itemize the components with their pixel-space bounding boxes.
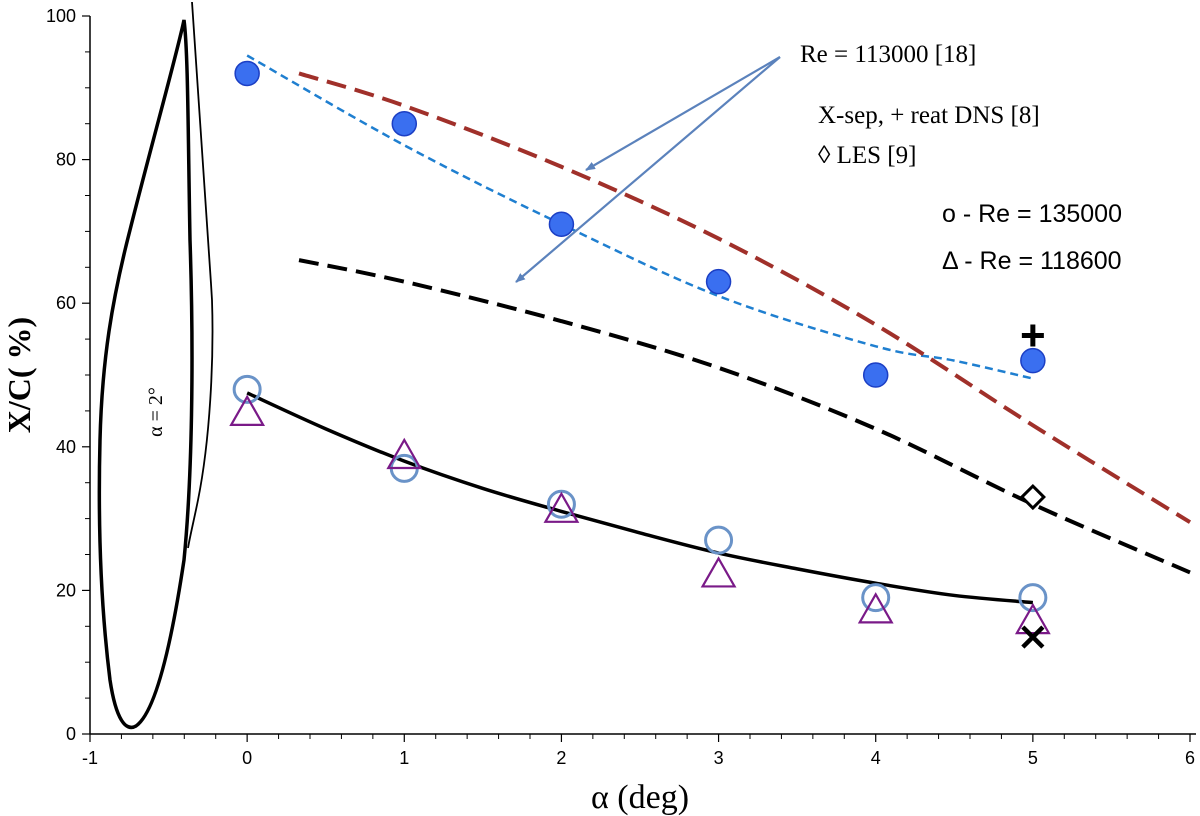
marker-open-triangle (857, 592, 894, 624)
marker-filled-circle (548, 211, 575, 237)
y-tick-label: 80 (56, 150, 76, 170)
annotation-arrows (515, 56, 781, 283)
marker-diamond (1019, 483, 1046, 511)
series-markers (229, 60, 1051, 649)
axes (82, 15, 1196, 742)
series-line-7 (298, 71, 1192, 524)
series-lines (246, 54, 1192, 605)
x-tick-label: 0 (242, 748, 252, 768)
x-tick-label: 2 (556, 748, 566, 768)
arrow-to-lower-curve (515, 56, 781, 283)
annotation-re135000: o - Re = 135000 (942, 200, 1122, 228)
marker-plus (1021, 324, 1044, 347)
marker-open-triangle (386, 437, 423, 470)
annotation-xsep-dns: X-sep, + reat DNS [8] (818, 102, 1040, 129)
y-tick-label: 100 (46, 6, 76, 26)
annotation-re118600: Δ - Re = 118600 (942, 247, 1122, 275)
marker-filled-circle (862, 362, 889, 388)
marker-open-circle (546, 489, 576, 519)
marker-open-triangle (1014, 602, 1051, 635)
series-line-8 (298, 258, 1191, 575)
marker-open-triangle (229, 394, 266, 426)
marker-open-circle (1018, 583, 1048, 613)
arrow-to-upper-curve (585, 56, 781, 171)
x-tick-label: 1 (399, 748, 409, 768)
x-axis-label: α (deg) (591, 779, 689, 816)
marker-filled-circle (234, 60, 260, 87)
x-tick-label: 5 (1028, 748, 1038, 768)
y-axis-label: X/C( %) (1, 317, 37, 433)
airfoil-chord-line (187, 1, 214, 549)
marker-open-triangle (543, 491, 580, 523)
marker-open-triangle (700, 556, 737, 588)
marker-filled-circle (705, 268, 732, 295)
marker-open-circle (232, 374, 262, 404)
x-tick-label: 4 (871, 748, 881, 768)
x-tick-label: 3 (714, 748, 724, 768)
series-line-6 (246, 54, 1034, 380)
x-tick-label: -1 (82, 748, 98, 768)
marker-filled-circle (1020, 347, 1046, 374)
marker-open-circle (861, 583, 891, 613)
airfoil-outline (97, 19, 194, 730)
marker-filled-circle (391, 110, 418, 137)
marker-open-circle (704, 525, 734, 555)
y-tick-label: 60 (56, 293, 76, 313)
x-tick-label: 6 (1185, 748, 1195, 768)
series-line-9 (246, 391, 1034, 605)
y-tick-label: 40 (56, 437, 76, 457)
annotation-re113000: Re = 113000 [18] (800, 41, 976, 68)
y-tick-label: 20 (56, 580, 76, 600)
annotation-les: ◊ LES [9] (818, 142, 916, 169)
marker-x-cross (1021, 625, 1045, 649)
airfoil-angle-label: α = 2° (145, 387, 167, 437)
y-tick-label: 0 (66, 724, 76, 744)
airfoil-sketch (97, 1, 214, 730)
